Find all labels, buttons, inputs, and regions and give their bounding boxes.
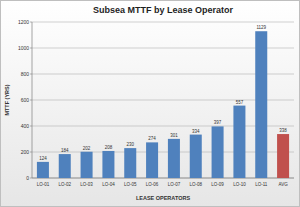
y-tick-label: 1200 [18,19,29,25]
data-label: 124 [39,156,47,161]
grid-line [32,74,294,75]
x-tick-label: LO-05 [124,182,137,187]
x-tick-label: AVG [278,182,288,187]
bar [212,126,224,178]
title: Subsea MTTF by Lease Operator [93,5,234,15]
chart: Subsea MTTF by Lease Operator 0 200 400 600 8… [0,0,300,207]
data-label: 202 [83,146,91,151]
y-tick-label: 1000 [18,45,29,51]
x-tick-label: LO-09 [211,182,224,187]
bar [124,148,136,178]
data-label: 557 [236,100,244,105]
grid-line [32,48,294,49]
bar [255,31,267,178]
x-tick-label: LO-02 [58,182,71,187]
grid-line [32,178,294,179]
x-axis-label: LEASE OPERATORS [136,195,191,201]
data-label: 338 [279,128,287,133]
data-label: 397 [214,120,222,125]
bar [102,151,114,178]
data-label: 1129 [256,25,266,30]
y-axis [32,22,33,178]
x-tick-label: LO-07 [168,182,181,187]
x-tick-label: LO-04 [102,182,115,187]
y-tick-label: 0 [26,175,29,181]
data-label: 230 [126,142,134,147]
bar [146,142,158,178]
data-label: 301 [170,133,178,138]
bar [168,139,180,178]
data-label: 334 [192,129,200,134]
data-label: 208 [105,145,113,150]
y-tick-label: 800 [21,71,30,77]
bar [81,152,93,178]
data-label: 274 [148,136,156,141]
x-tick-label: LO-06 [146,182,159,187]
data-label: 184 [61,148,69,153]
bar [59,154,71,178]
y-tick-label: 400 [21,123,30,129]
grid-line [32,100,294,101]
grid-line [32,22,294,23]
grid-line [32,152,294,153]
x-tick-label: LO-08 [189,182,202,187]
y-tick-label: 600 [21,97,30,103]
x-tick-label: LO-10 [233,182,246,187]
y-tick-label: 200 [21,149,30,155]
x-tick-label: LO-11 [255,182,268,187]
background [1,1,300,207]
bar [37,162,49,178]
x-tick-label: LO-03 [80,182,93,187]
bar [277,134,289,178]
bar [190,135,202,178]
bar [233,106,245,178]
bars [37,31,289,178]
x-tick-label: LO-01 [37,182,50,187]
y-axis-label: MTTF (YRS) [4,84,10,115]
grid-line [32,126,294,127]
x-axis [32,178,294,179]
